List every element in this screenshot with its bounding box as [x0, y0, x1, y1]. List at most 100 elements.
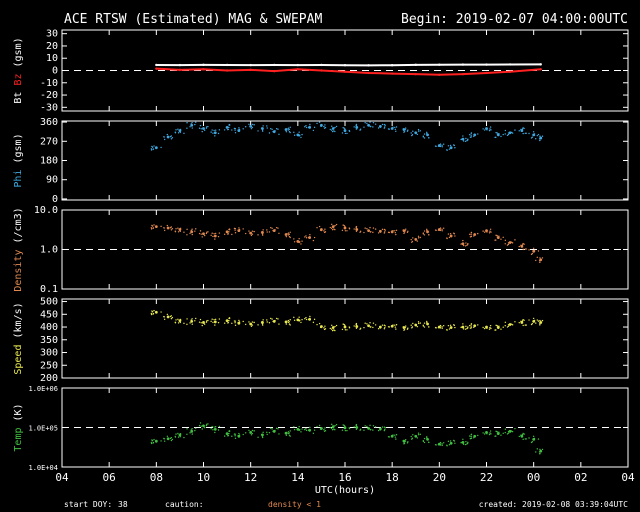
data-point-fill [330, 427, 333, 430]
data-point-fill [212, 429, 214, 431]
data-point-fill [392, 126, 394, 128]
data-point-fill [355, 322, 358, 325]
data-point-fill [477, 232, 479, 235]
data-point-fill [324, 228, 326, 230]
data-point-fill [335, 223, 338, 226]
data-point-fill [293, 319, 296, 321]
data-point-fill [213, 426, 215, 428]
data-point-fill [477, 133, 479, 135]
data-point-fill [333, 329, 335, 331]
data-point-fill [342, 424, 344, 426]
data-point-fill [466, 244, 468, 246]
data-point-fill [465, 137, 467, 140]
data-point-fill [405, 127, 407, 129]
data-point-fill [171, 228, 174, 230]
data-point-fill [183, 436, 185, 439]
data-point-fill [266, 433, 268, 436]
data-point-fill [287, 127, 290, 129]
data-point [508, 70, 512, 73]
data-point-fill [535, 138, 537, 140]
data-point-fill [441, 443, 443, 445]
y-tick-label: 1.0E+04 [28, 464, 58, 472]
data-point-fill [207, 231, 209, 233]
data-point [154, 225, 158, 228]
data-point-fill [507, 430, 510, 433]
data-point-fill [469, 134, 471, 136]
x-tick-label: 16 [338, 471, 351, 484]
data-point-fill [163, 440, 166, 442]
data-point-fill [305, 318, 308, 321]
data-point-fill [237, 322, 239, 324]
data-point [202, 424, 205, 428]
data-point-fill [490, 231, 492, 233]
data-point-fill [189, 322, 191, 324]
y-axis-label: Speed (km/s) [13, 302, 24, 374]
data-point-fill [383, 127, 386, 129]
data-point-fill [334, 424, 336, 427]
data-point-fill [194, 320, 196, 322]
data-point-fill [502, 133, 504, 136]
data-point-fill [449, 324, 452, 326]
data-point-fill [233, 433, 236, 435]
data-point-fill [253, 321, 255, 324]
data-point-fill [439, 229, 442, 232]
data-point-fill [334, 329, 336, 332]
data-point [461, 325, 465, 329]
data-point [166, 315, 170, 319]
data-point-fill [435, 444, 437, 446]
data-point [367, 229, 370, 233]
data-point-fill [355, 428, 358, 430]
data-point-fill [395, 324, 398, 326]
data-point-fill [539, 135, 541, 137]
data-point-fill [150, 313, 153, 316]
data-point-fill [370, 326, 372, 328]
data-point-fill [464, 443, 467, 446]
data-point-fill [489, 230, 491, 232]
data-point-fill [353, 126, 355, 128]
data-point-fill [533, 250, 535, 252]
x-tick-label: 00 [527, 471, 540, 484]
y-tick-label: 10.0 [34, 205, 58, 216]
data-point-fill [374, 426, 377, 428]
data-point-fill [278, 323, 280, 325]
data-point-fill [231, 322, 233, 324]
data-point-fill [309, 426, 311, 429]
data-point-fill [313, 429, 316, 431]
x-tick-label: 12 [244, 471, 257, 484]
data-point-fill [523, 127, 525, 130]
data-point-fill [242, 433, 244, 436]
data-point-fill [270, 226, 272, 229]
data-point-fill [405, 439, 407, 441]
data-point-fill [462, 443, 465, 445]
data-point-fill [271, 318, 273, 320]
data-point-fill [250, 431, 252, 433]
data-point-fill [253, 230, 255, 233]
data-point-fill [333, 228, 335, 230]
y-tick-label: 270 [40, 136, 58, 147]
data-point-fill [231, 129, 233, 131]
data-point-fill [234, 437, 237, 440]
data-point-fill [286, 233, 288, 235]
data-point-fill [171, 316, 174, 319]
data-point-fill [270, 427, 272, 430]
data-point-fill [274, 229, 276, 231]
data-point-fill [369, 322, 371, 324]
data-point-fill [490, 327, 492, 330]
data-point-fill [287, 234, 290, 236]
data-point-fill [233, 127, 236, 130]
data-point [166, 437, 170, 441]
data-point-fill [392, 229, 394, 232]
data-point-fill [218, 318, 221, 320]
data-point-fill [299, 429, 301, 431]
data-point-fill [266, 229, 268, 231]
data-point-fill [261, 233, 264, 235]
start-doy-value: 38 [118, 500, 128, 509]
data-point-fill [462, 239, 464, 242]
data-point-fill [214, 238, 216, 240]
x-tick-label: 22 [480, 471, 493, 484]
data-point-fill [179, 128, 182, 131]
data-point-fill [344, 128, 346, 130]
data-point-fill [166, 133, 169, 136]
data-point-fill [473, 235, 475, 237]
data-point-fill [507, 132, 510, 134]
